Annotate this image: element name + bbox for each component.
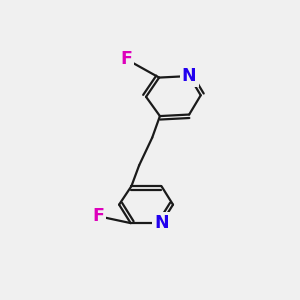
Text: N: N	[154, 214, 169, 232]
Text: F: F	[92, 207, 104, 225]
Text: N: N	[182, 67, 196, 85]
Text: F: F	[120, 50, 132, 68]
